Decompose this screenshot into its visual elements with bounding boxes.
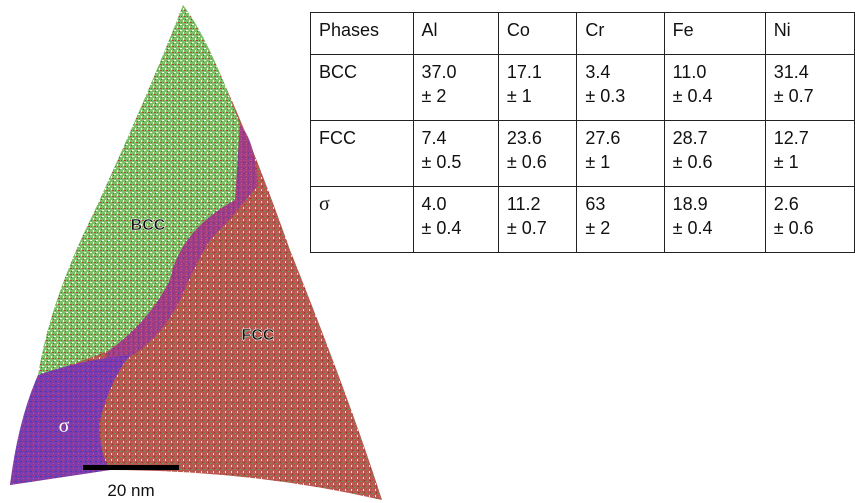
header-cell: Fe (663, 12, 766, 55)
header-cell: Cr (576, 12, 665, 55)
table-cell: 17.1 ± 1 (497, 54, 578, 121)
cell-error: ± 2 (421, 86, 447, 106)
table-cell: 18.9 ± 0.4 (663, 186, 766, 253)
table-cell: BCC (310, 54, 414, 121)
cell-value: 18.9 (672, 194, 708, 214)
table-cell: 7.4 ± 0.5 (412, 120, 499, 187)
cell-value: 2.6 (773, 194, 799, 214)
cell-value: 4.0 (421, 194, 447, 214)
phase-label: BCC (131, 217, 166, 234)
cell-error: ± 1 (506, 86, 532, 106)
table-cell: 23.6 ± 0.6 (497, 120, 578, 187)
cell-error: ± 0.4 (421, 218, 462, 238)
table-cell: 11.2 ± 0.7 (497, 186, 578, 253)
phase-label: σ (59, 415, 70, 437)
cell-value: 28.7 (672, 128, 708, 148)
cell-error: ± 0.6 (506, 152, 547, 172)
cell-value: 63 (585, 194, 606, 214)
table-row: BCC 37.0 ± 2 17.1 ± 1 3.4 ± 0.3 11.0 ± 0.4 31.4 ± … (310, 54, 855, 121)
table-cell: 37.0 ± 2 (412, 54, 499, 121)
cell-value: 12.7 (773, 128, 809, 148)
scale-bar-label: 20 nm (107, 481, 154, 500)
cell-value: 11.0 (672, 62, 707, 82)
table-cell: 3.4 ± 0.3 (576, 54, 665, 121)
cell-value: σ (319, 193, 330, 215)
cell-value: 23.6 (506, 128, 542, 148)
table-cell: 4.0 ± 0.4 (412, 186, 499, 253)
cell-error: ± 2 (585, 218, 611, 238)
cell-value: 27.6 (585, 128, 621, 148)
cell-value: FCC (319, 128, 356, 148)
cell-value: 31.4 (773, 62, 809, 82)
table-cell: 28.7 ± 0.6 (663, 120, 766, 187)
cell-value: 11.2 (506, 194, 541, 214)
cell-error: ± 0.6 (773, 218, 814, 238)
cell-error: ± 0.4 (672, 86, 713, 106)
cell-error: ± 1 (585, 152, 611, 172)
table-cell: 63 ± 2 (576, 186, 665, 253)
green-region (38, 5, 240, 375)
table-cell: 31.4 ± 0.7 (764, 54, 855, 121)
table-cell: 27.6 ± 1 (576, 120, 665, 187)
header-row: Phases Al Co Cr Fe Ni (310, 12, 855, 55)
cell-value: 17.1 (506, 62, 542, 82)
table-cell: 2.6 ± 0.6 (764, 186, 855, 253)
header-cell: Phases (310, 12, 414, 55)
cell-error: ± 0.7 (506, 218, 547, 238)
cell-value: 7.4 (421, 128, 447, 148)
sigma-region (10, 355, 130, 485)
cell-error: ± 0.6 (672, 152, 713, 172)
table-cell: 12.7 ± 1 (764, 120, 855, 187)
table-cell: FCC (310, 120, 414, 187)
cell-value: 3.4 (585, 62, 611, 82)
table-row: σ 4.0 ± 0.4 11.2 ± 0.7 63 ± 2 18.9 ± 0.4 2.6 ± 0.6 (310, 186, 855, 253)
cell-error: ± 0.5 (421, 152, 462, 172)
scale-bar (83, 465, 179, 470)
header-cell: Al (412, 12, 499, 55)
phase-label: FCC (242, 327, 275, 344)
cell-value: 37.0 (421, 62, 457, 82)
header-cell: Ni (764, 12, 855, 55)
cell-error: ± 0.7 (773, 86, 814, 106)
header-cell: Co (497, 12, 578, 55)
apt-reconstruction: BCC FCC σ 20 nm (10, 5, 382, 500)
cell-value: BCC (319, 62, 358, 82)
table-row: FCC 7.4 ± 0.5 23.6 ± 0.6 27.6 ± 1 28.7 ± 0.6 12.7… (310, 120, 855, 187)
composition-table: Phases Al Co Cr Fe Ni BCC 37.0 ± 2 17.1 ± 1 3.4 ± 0.… (310, 12, 855, 253)
cell-error: ± 0.3 (585, 86, 626, 106)
table-cell: σ (310, 186, 414, 253)
interface-band (90, 125, 258, 380)
cell-error: ± 1 (773, 152, 799, 172)
cell-error: ± 0.4 (672, 218, 713, 238)
table-cell: 11.0 ± 0.4 (663, 54, 766, 121)
